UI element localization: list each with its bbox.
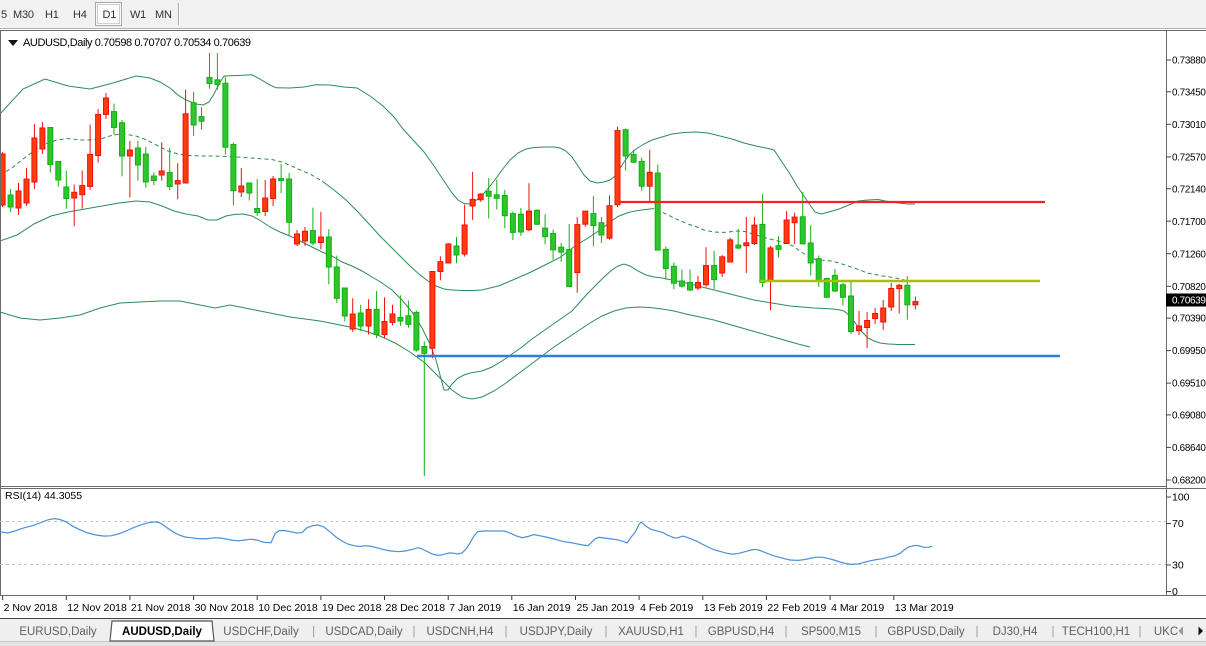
svg-text:|: | <box>976 626 979 638</box>
svg-text:EURUSD,Daily: EURUSD,Daily <box>19 626 97 638</box>
svg-text:0.69080: 0.69080 <box>1172 411 1206 422</box>
svg-text:|: | <box>312 626 315 638</box>
svg-text:16 Jan 2019: 16 Jan 2019 <box>513 602 571 614</box>
svg-text:0.69510: 0.69510 <box>1172 379 1206 390</box>
svg-text:30 Nov 2018: 30 Nov 2018 <box>195 602 255 614</box>
svg-text:GBPUSD,Daily: GBPUSD,Daily <box>887 626 965 638</box>
svg-text:USDCAD,Daily: USDCAD,Daily <box>325 626 403 638</box>
svg-text:0.68200: 0.68200 <box>1172 476 1206 487</box>
svg-text:0.71700: 0.71700 <box>1172 217 1206 228</box>
svg-text:USDCHF,Daily: USDCHF,Daily <box>223 626 299 638</box>
svg-text:D1: D1 <box>103 9 117 21</box>
svg-text:DJ30,H4: DJ30,H4 <box>993 626 1038 638</box>
svg-text:0.68640: 0.68640 <box>1172 443 1206 454</box>
svg-text:0.72140: 0.72140 <box>1172 184 1206 195</box>
svg-text:USDJPY,Daily: USDJPY,Daily <box>520 626 593 638</box>
svg-text:0.73880: 0.73880 <box>1172 56 1206 67</box>
svg-text:UKC: UKC <box>1154 626 1178 638</box>
svg-text:10 Dec 2018: 10 Dec 2018 <box>258 602 318 614</box>
svg-text:0.70820: 0.70820 <box>1172 282 1206 293</box>
svg-text:M30: M30 <box>13 9 34 21</box>
svg-text:30: 30 <box>1172 560 1184 572</box>
svg-text:22 Feb 2019: 22 Feb 2019 <box>767 602 826 614</box>
svg-text:0.73010: 0.73010 <box>1172 120 1206 131</box>
svg-text:70: 70 <box>1172 518 1184 530</box>
svg-text:|: | <box>695 626 698 638</box>
svg-text:XAUUSD,H1: XAUUSD,H1 <box>618 626 684 638</box>
svg-text:|: | <box>1139 626 1142 638</box>
svg-text:H4: H4 <box>73 9 87 21</box>
svg-text:W1: W1 <box>130 9 146 21</box>
svg-text:AUDUSD,Daily: AUDUSD,Daily <box>122 626 202 638</box>
svg-text:|: | <box>785 626 788 638</box>
svg-text:12 Nov 2018: 12 Nov 2018 <box>67 602 127 614</box>
svg-text:28 Dec 2018: 28 Dec 2018 <box>386 602 446 614</box>
svg-text:|: | <box>413 626 416 638</box>
svg-text:|: | <box>875 626 878 638</box>
svg-text:21 Nov 2018: 21 Nov 2018 <box>131 602 191 614</box>
svg-text:0.73450: 0.73450 <box>1172 87 1206 98</box>
svg-text:2 Nov 2018: 2 Nov 2018 <box>4 602 58 614</box>
svg-text:|: | <box>605 626 608 638</box>
svg-text:GBPUSD,H4: GBPUSD,H4 <box>708 626 775 638</box>
svg-text:19 Dec 2018: 19 Dec 2018 <box>322 602 382 614</box>
svg-text:5: 5 <box>1 9 7 21</box>
svg-text:0.70390: 0.70390 <box>1172 314 1206 325</box>
svg-text:AUDUSD,Daily 0.70598 0.70707: AUDUSD,Daily 0.70598 0.70707 0.70534 0.7… <box>23 37 251 49</box>
svg-text:7 Jan 2019: 7 Jan 2019 <box>449 602 501 614</box>
svg-text:25 Jan 2019: 25 Jan 2019 <box>577 602 635 614</box>
svg-text:100: 100 <box>1172 492 1190 504</box>
svg-text:0.72570: 0.72570 <box>1172 153 1206 164</box>
svg-text:H1: H1 <box>45 9 59 21</box>
svg-text:4 Feb 2019: 4 Feb 2019 <box>640 602 693 614</box>
svg-text:|: | <box>505 626 508 638</box>
svg-text:0.69950: 0.69950 <box>1172 346 1206 357</box>
svg-text:0.70639: 0.70639 <box>1172 296 1206 307</box>
svg-text:0: 0 <box>1172 586 1178 598</box>
svg-text:SP500,M15: SP500,M15 <box>801 626 861 638</box>
svg-text:|: | <box>1052 626 1055 638</box>
svg-text:4 Mar 2019: 4 Mar 2019 <box>831 602 884 614</box>
svg-text:13 Mar 2019: 13 Mar 2019 <box>895 602 954 614</box>
svg-text:TECH100,H1: TECH100,H1 <box>1062 626 1130 638</box>
svg-text:MN: MN <box>155 9 172 21</box>
svg-text:13 Feb 2019: 13 Feb 2019 <box>704 602 763 614</box>
svg-text:RSI(14) 44.3055: RSI(14) 44.3055 <box>5 490 82 502</box>
svg-text:0.71260: 0.71260 <box>1172 249 1206 260</box>
svg-text:USDCNH,H4: USDCNH,H4 <box>426 626 494 638</box>
